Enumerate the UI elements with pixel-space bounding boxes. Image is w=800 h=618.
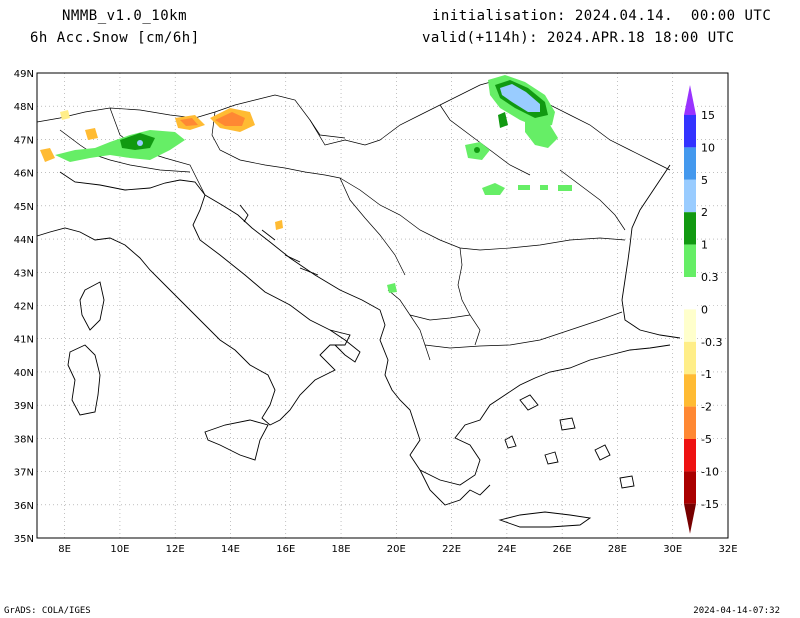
colorbar-label: -15: [701, 498, 719, 511]
snow-fields: [40, 75, 572, 293]
lon-label: 22E: [442, 544, 461, 555]
valid-time: valid(+114h): 2024.APR.18 18:00 UTC: [422, 30, 735, 46]
colorbar-segment: [684, 439, 696, 472]
field-title: 6h Acc.Snow [cm/6h]: [30, 30, 200, 46]
colorbar-label: 0: [701, 303, 708, 316]
colorbar-label: -10: [701, 465, 719, 478]
lat-label: 35N: [14, 534, 34, 545]
lat-label: 46N: [14, 169, 34, 180]
colorbar-segment: [684, 212, 696, 245]
lat-label: 43N: [14, 268, 34, 279]
longitude-labels: 8E 10E 12E 14E 16E 18E 20E 22E 24E 26E 28E 30E 32E: [58, 544, 737, 555]
colorbar-label: -2: [701, 401, 712, 414]
lon-label: 16E: [276, 544, 295, 555]
coastlines: [36, 164, 681, 528]
lon-label: 10E: [110, 544, 129, 555]
colorbar-label: 5: [701, 174, 708, 187]
lat-label: 41N: [14, 335, 34, 346]
lon-label: 26E: [553, 544, 572, 555]
lat-label: 48N: [14, 102, 34, 113]
latitude-labels: 49N 48N 47N 46N 45N 44N 43N 42N 41N 40N 39N 38N 37N 3…: [14, 69, 34, 545]
lat-label: 49N: [14, 69, 34, 80]
lat-label: 40N: [14, 368, 34, 379]
colorbar-segment: [684, 309, 696, 342]
colorbar-label: 15: [701, 109, 715, 122]
lat-label: 44N: [14, 235, 34, 246]
lon-label: 18E: [332, 544, 351, 555]
colorbar-segment: [684, 471, 696, 504]
colorbar-label: -1: [701, 368, 712, 381]
borders: [36, 77, 671, 361]
lat-label: 38N: [14, 434, 34, 445]
lon-label: 32E: [718, 544, 737, 555]
colorbar-segment: [684, 115, 696, 148]
lat-label: 36N: [14, 501, 34, 512]
colorbar-segment: [684, 406, 696, 439]
colorbar-label: -5: [701, 433, 712, 446]
lat-label: 47N: [14, 135, 34, 146]
footer-credit: GrADS: COLA/IGES: [4, 606, 91, 616]
grid-lines: [37, 73, 728, 538]
map-frame: [36, 72, 729, 539]
lon-label: 20E: [387, 544, 406, 555]
colorbar-top-arrow: [684, 85, 696, 115]
footer-timestamp: 2024-04-14-07:32: [693, 606, 780, 616]
lat-label: 45N: [14, 202, 34, 213]
colorbar-label: 1: [701, 239, 708, 252]
colorbar-segment: [684, 179, 696, 213]
lat-label: 37N: [14, 468, 34, 479]
colorbar-segment: [684, 147, 696, 180]
colorbar-segment: [684, 244, 696, 277]
colorbar-segment: [684, 374, 696, 407]
lat-label: 42N: [14, 302, 34, 313]
lon-label: 30E: [663, 544, 682, 555]
lon-label: 8E: [58, 544, 71, 555]
colorbar-segment: [684, 277, 696, 310]
colorbar-segment: [684, 341, 696, 375]
model-title: NMMB_v1.0_10km: [62, 8, 188, 24]
colorbar: 15 10 5 2 1 0.3 0 -0.3 -1 -2 -5 -10 -15: [684, 85, 722, 534]
colorbar-bottom-arrow: [684, 503, 696, 534]
lat-label: 39N: [14, 401, 34, 412]
colorbar-label: -0.3: [701, 336, 722, 349]
colorbar-label: 0.3: [701, 271, 719, 284]
lon-label: 12E: [166, 544, 185, 555]
lon-label: 14E: [221, 544, 240, 555]
colorbar-label: 10: [701, 141, 715, 154]
colorbar-label: 2: [701, 206, 708, 219]
init-time: initialisation: 2024.04.14. 00:00 UTC: [432, 8, 772, 24]
lon-label: 24E: [497, 544, 516, 555]
lon-label: 28E: [608, 544, 627, 555]
